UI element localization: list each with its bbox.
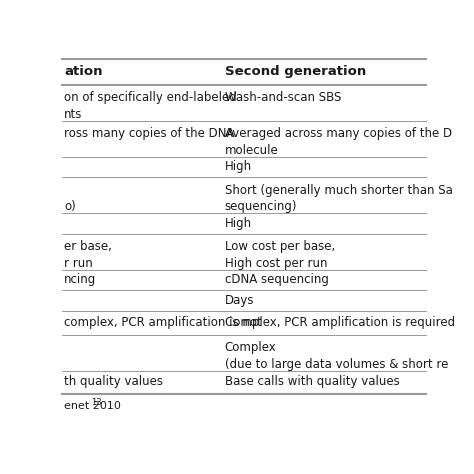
Text: cDNA sequencing: cDNA sequencing	[225, 273, 328, 286]
Text: ation: ation	[64, 65, 102, 78]
Text: er base,
r run: er base, r run	[64, 240, 112, 270]
Text: 13: 13	[91, 398, 102, 407]
Text: Complex, PCR amplification is required: Complex, PCR amplification is required	[225, 316, 455, 328]
Text: o): o)	[64, 184, 76, 213]
Text: complex, PCR amplification is not: complex, PCR amplification is not	[64, 316, 262, 328]
Text: Complex
(due to large data volumes & short re: Complex (due to large data volumes & sho…	[225, 341, 448, 371]
Text: ross many copies of the DNA: ross many copies of the DNA	[64, 127, 235, 140]
Text: Short (generally much shorter than Sa
sequencing): Short (generally much shorter than Sa se…	[225, 184, 452, 213]
Text: Wash-and-scan SBS: Wash-and-scan SBS	[225, 91, 341, 104]
Text: High: High	[225, 217, 252, 230]
Text: ncing: ncing	[64, 273, 96, 286]
Text: enet 2010: enet 2010	[64, 401, 121, 410]
Text: Base calls with quality values: Base calls with quality values	[225, 375, 399, 388]
Text: Second generation: Second generation	[225, 65, 366, 78]
Text: Days: Days	[225, 294, 254, 307]
Text: Averaged across many copies of the D
molecule: Averaged across many copies of the D mol…	[225, 127, 452, 157]
Text: High: High	[225, 160, 252, 173]
Text: th quality values: th quality values	[64, 375, 163, 388]
Text: on of specifically end-labeled
nts: on of specifically end-labeled nts	[64, 91, 237, 121]
Text: Low cost per base,
High cost per run: Low cost per base, High cost per run	[225, 240, 335, 270]
